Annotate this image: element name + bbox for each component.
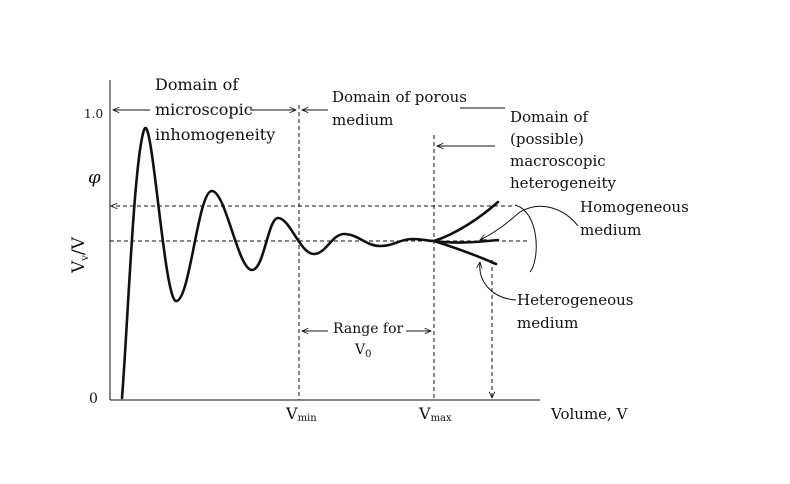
- heterogeneous-callout: [480, 262, 517, 301]
- homogeneous-line2: medium: [580, 221, 641, 239]
- x-axis-label: Volume, V: [550, 405, 629, 423]
- domain-micro-line3: inhomogeneity: [155, 125, 275, 144]
- homogeneous-branch: [432, 238, 500, 244]
- domain-porous-line1: Domain of porous: [332, 88, 467, 106]
- porosity-curve: [120, 126, 436, 400]
- domain-porous-line2: medium: [332, 111, 393, 129]
- y-tick-zero: 0: [89, 391, 98, 407]
- domain-macro-line1: Domain of: [510, 108, 589, 126]
- range-line1: Range for: [333, 321, 404, 337]
- homogeneous-line1: Homogeneous: [580, 198, 689, 216]
- homogeneous-callout-upper: [480, 205, 579, 240]
- range-line2: V0: [354, 342, 372, 360]
- lower-heterogeneous-branch: [432, 239, 498, 266]
- y-tick-one: 1.0: [84, 107, 103, 121]
- domain-micro-line2: microscopic: [155, 100, 253, 119]
- y-tick-phi: φ: [88, 167, 101, 188]
- x-tick-vmax: Vmax: [418, 404, 452, 424]
- x-tick-vmin: Vmin: [285, 404, 317, 424]
- domain-micro-line1: Domain of: [155, 75, 239, 94]
- heterogeneous-line2: medium: [517, 314, 578, 332]
- y-axis-label: Vv/V: [69, 236, 91, 274]
- homogeneous-callout-lower: [514, 204, 537, 273]
- heterogeneous-line1: Heterogeneous: [517, 291, 633, 309]
- domain-macro-line4: heterogeneity: [510, 174, 616, 192]
- domain-macro-line3: macroscopic: [510, 152, 606, 170]
- upper-heterogeneous-branch: [432, 200, 500, 243]
- domain-macro-line2: (possible): [510, 130, 584, 148]
